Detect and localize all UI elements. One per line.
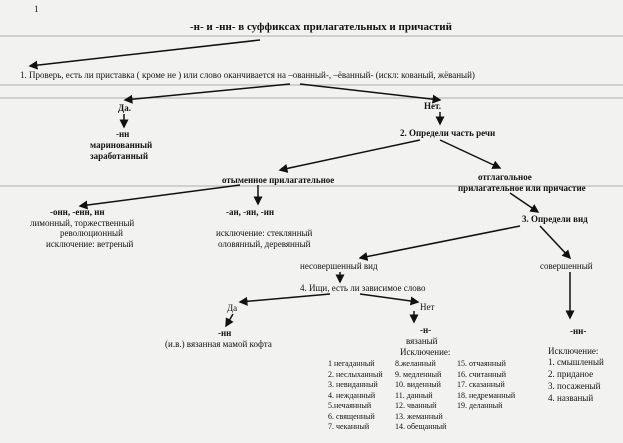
exceptions-title: Исключение: [400,347,451,357]
exception-word: 6. священный [328,411,375,421]
verbal: отглагольное [478,172,532,182]
step3: 3. Определи вид [522,214,588,224]
step4: 4. Ищи, есть ли зависимое слово [300,283,426,293]
exception-word: 5.нечаянный [328,401,372,410]
exception-word: 18. недреманный [457,390,516,400]
exception-word: 3. невиданный [328,380,378,389]
suffix: -нн [116,129,130,139]
example: заработанный [90,151,148,161]
exception-word: 2. неслыханный [328,369,383,379]
exception-word: 7. чеканный [328,422,370,431]
example: вязаный [406,336,438,346]
exception: оловянный, деревянный [218,239,311,249]
exception-word: 4. названый [548,393,594,403]
example: лимонный, торжественный [30,218,135,228]
example: (и.в.) вязанная мамой кофта [165,339,272,349]
page-number: 1 [34,4,39,14]
no: Нет [420,302,435,312]
suffix: -онн, -енн, нн [50,207,105,217]
exception-word: 2. приданое [548,369,594,379]
example: революционный [60,228,123,238]
perfective: совершенный [540,261,593,271]
example: маринованный [90,140,153,150]
step1: 1. Проверь, есть ли приставка ( кроме не… [20,70,475,80]
exception-word: 15. отчаянный [457,359,506,368]
exception-word: 13. жеманный [395,411,443,421]
suffix: -нн [218,328,232,338]
exception-word: 19. деланный [457,401,503,410]
yes: Да [227,303,238,313]
exception-word: 11. данный [395,390,433,400]
exception-word: 1 негаданный [328,359,375,368]
exceptions-title: Исключение: [548,346,599,356]
imperfective: несовершенный вид [300,261,378,271]
exception-word: 10. виденный [395,380,441,389]
exception-word: 3. посаженый [548,381,601,391]
exception-word: 16. считанный [457,369,507,379]
exception-word: 17. сказанный [457,380,505,389]
suffix: -нн- [570,326,587,336]
exception: исключение: ветреный [46,239,134,249]
exception-word: 14. обещанный [395,422,447,431]
exception-word: 9. медленный [395,369,442,379]
no: Нет. [424,101,441,111]
yes: Да. [118,103,131,113]
exception-word: 4. нежданный [328,390,376,400]
denominal: отыменное прилагательное [222,175,335,185]
exception-word: 1. смышленый [548,357,604,367]
suffix: -ан, -ян, -ин [226,207,275,217]
verbal: прилагательное или причастие [458,183,586,193]
exception: исключение: стеклянный [216,228,313,238]
exception-word: 12. чванный [395,401,437,410]
title: -н- и -нн- в суффиксах прилагательных и … [190,21,452,33]
exception-word: 8.желанный [395,359,436,368]
step2: 2. Определи часть речи [400,128,496,138]
suffix: -н- [420,325,432,335]
